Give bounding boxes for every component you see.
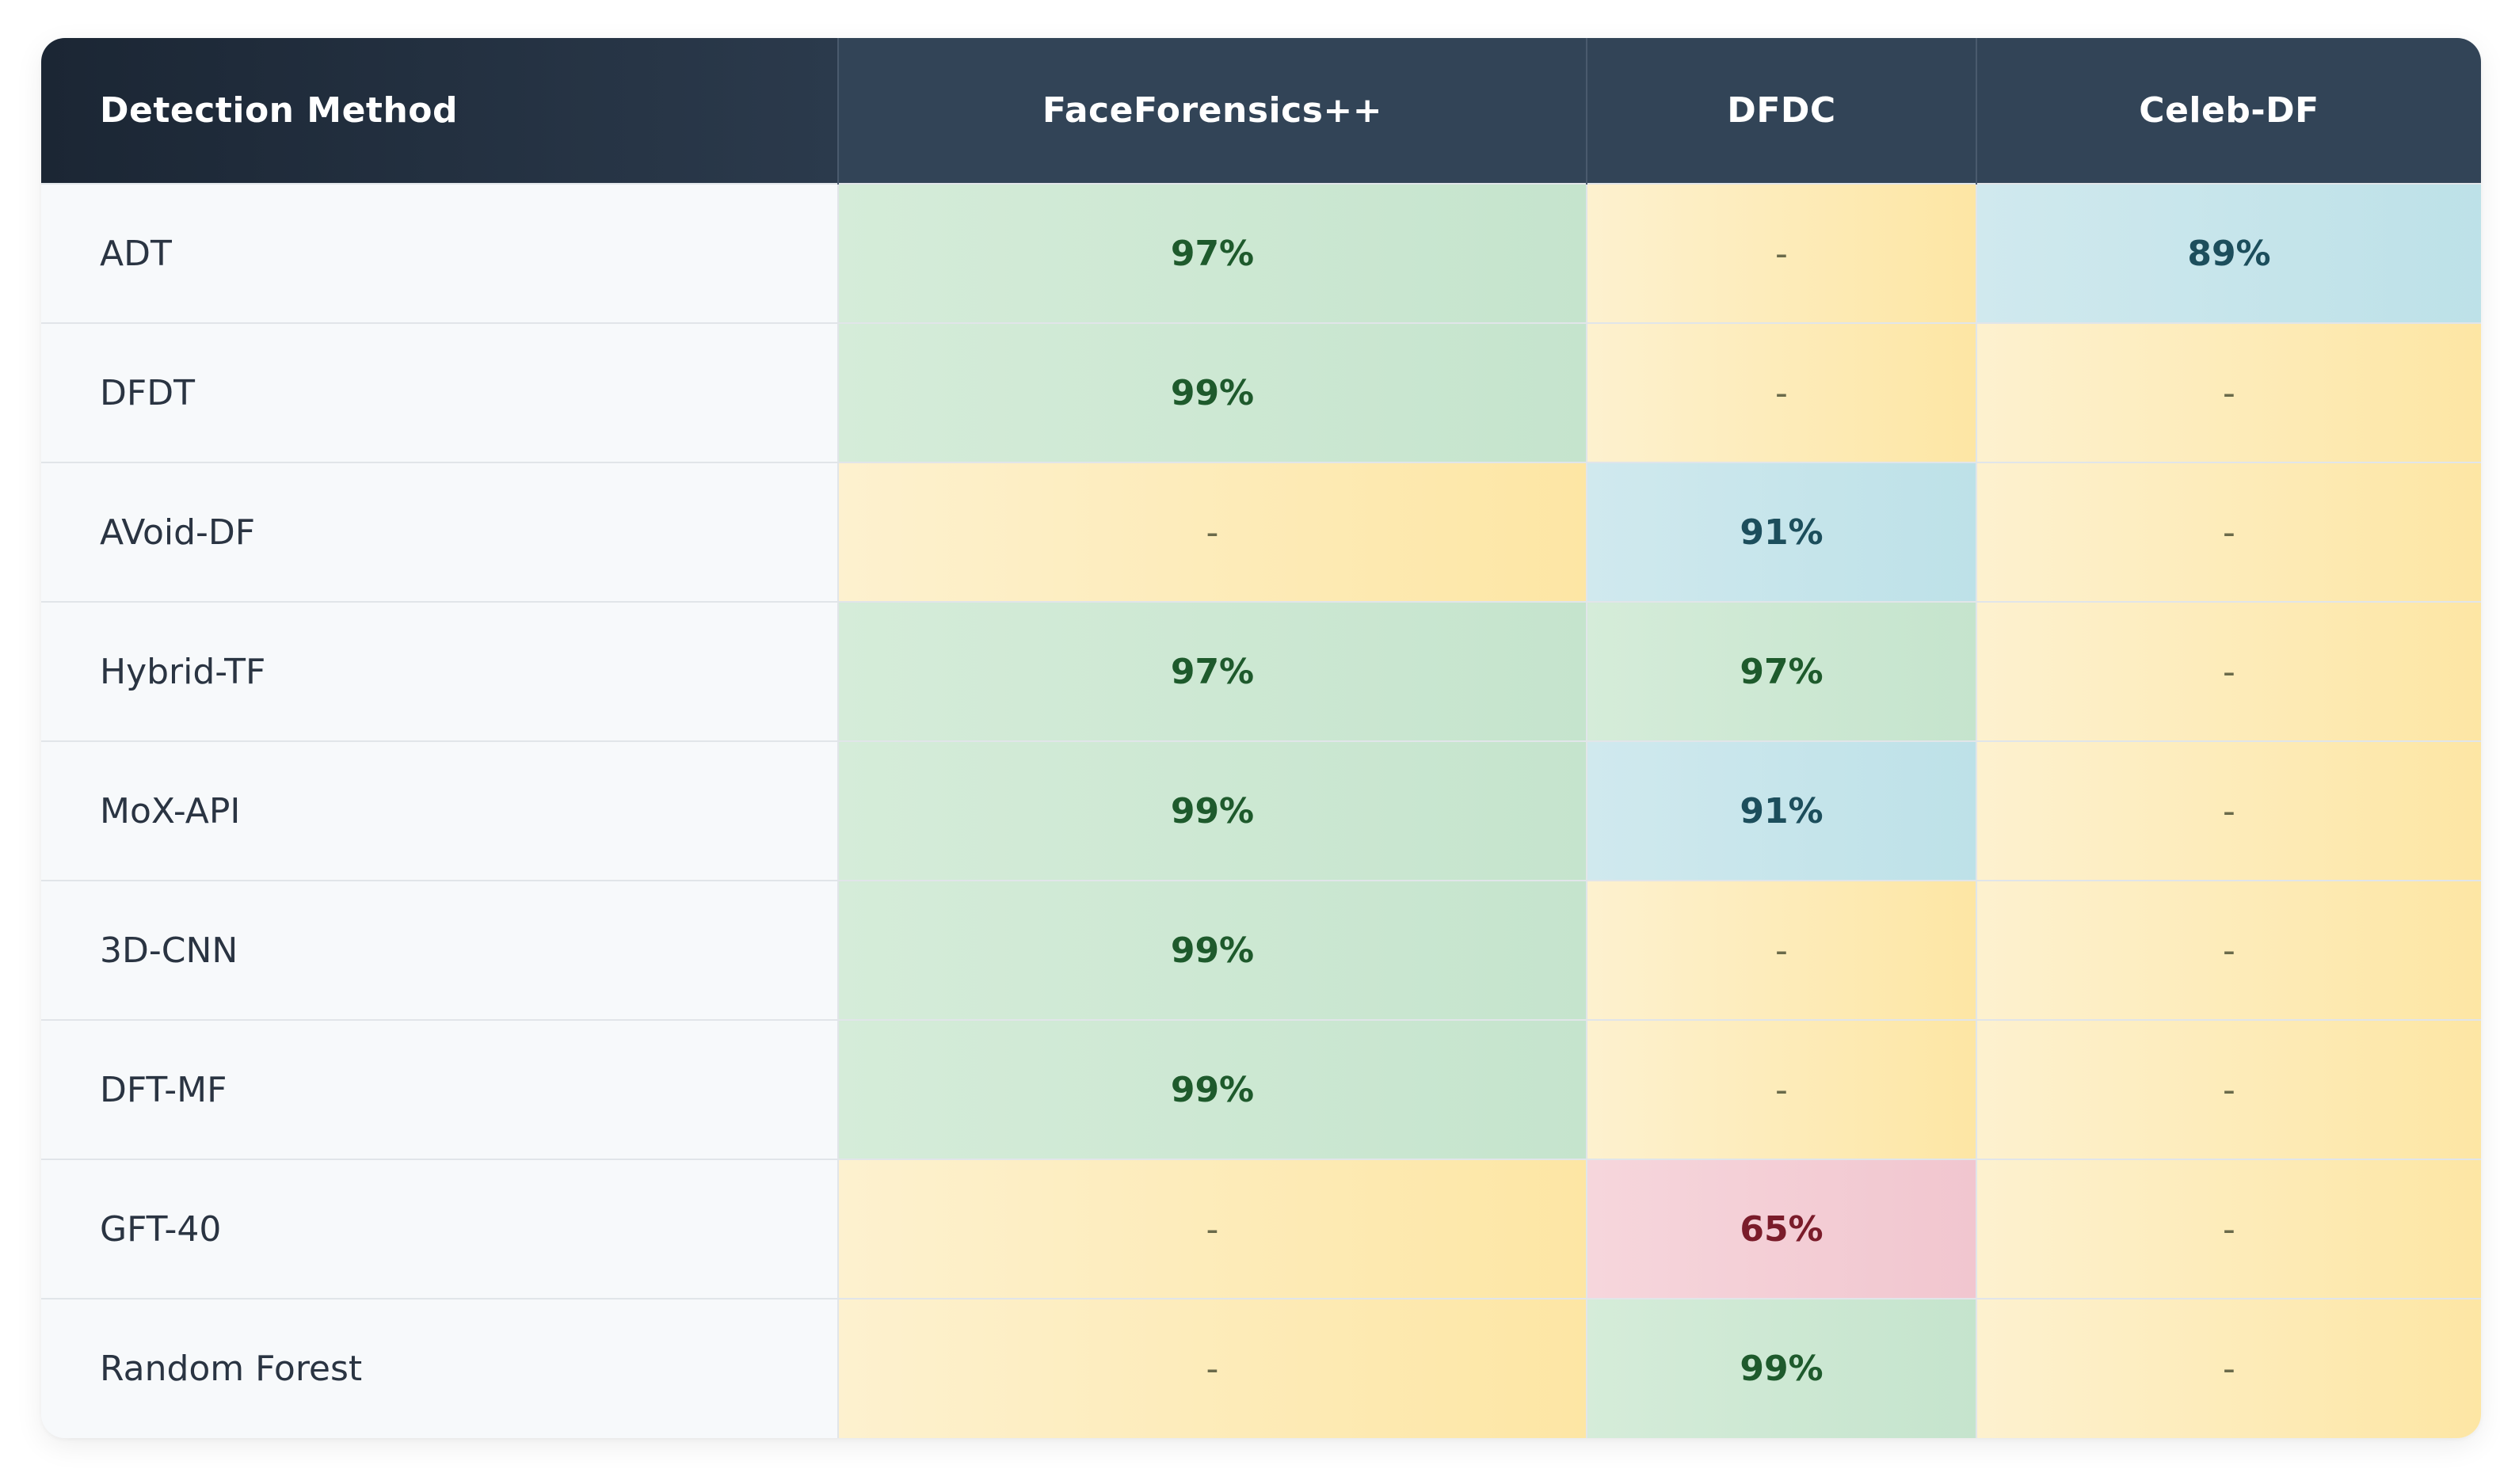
faceforensics-accuracy-cell: 97% [837, 601, 1587, 741]
table-row: 3D-CNN 99% - - [41, 880, 2481, 1020]
column-header-detection-method: Detection Method [41, 38, 838, 184]
celeb-df-accuracy-cell: - [1976, 740, 2481, 881]
celeb-df-accuracy-cell: - [1976, 1019, 2481, 1159]
celeb-df-accuracy-cell: 89% [1976, 183, 2481, 323]
table-row: Random Forest -99% - [41, 1298, 2481, 1438]
method-name-cell: 3D-CNN [41, 880, 838, 1020]
results-table-card: Detection Method FaceForensics++ DFDC Ce… [41, 38, 2481, 1438]
faceforensics-accuracy-cell: - [837, 462, 1587, 602]
faceforensics-accuracy-cell: - [837, 1159, 1587, 1299]
celeb-df-accuracy-cell: - [1976, 1159, 2481, 1299]
method-name-cell: GFT-40 [41, 1159, 838, 1299]
table-row: MoX-API 99% 91% - [41, 740, 2481, 881]
table-body: ADT 97% -89% DFDT 99% - - AVoid-DF -91% - Hybrid-T… [41, 183, 2481, 1438]
dfdc-accuracy-cell: - [1586, 322, 1976, 462]
faceforensics-accuracy-cell: 99% [837, 880, 1587, 1020]
faceforensics-accuracy-cell: 99% [837, 322, 1587, 462]
method-name-cell: Hybrid-TF [41, 601, 838, 741]
celeb-df-accuracy-cell: - [1976, 601, 2481, 741]
method-name-cell: MoX-API [41, 740, 838, 881]
column-header-celeb-df: Celeb-DF [1976, 38, 2481, 184]
method-name-cell: ADT [41, 183, 838, 323]
celeb-df-accuracy-cell: - [1976, 322, 2481, 462]
dfdc-accuracy-cell: 97% [1586, 601, 1976, 741]
dfdc-accuracy-cell: - [1586, 183, 1976, 323]
faceforensics-accuracy-cell: - [837, 1298, 1587, 1438]
table-row: DFT-MF 99% - - [41, 1019, 2481, 1159]
dfdc-accuracy-cell: - [1586, 1019, 1976, 1159]
detection-results-table: Detection Method FaceForensics++ DFDC Ce… [41, 38, 2481, 1438]
dfdc-accuracy-cell: - [1586, 880, 1976, 1020]
faceforensics-accuracy-cell: 99% [837, 1019, 1587, 1159]
dfdc-accuracy-cell: 65% [1586, 1159, 1976, 1299]
table-header: Detection Method FaceForensics++ DFDC Ce… [41, 38, 2481, 184]
table-row: GFT-40-65% - [41, 1159, 2481, 1299]
dfdc-accuracy-cell: 99% [1586, 1298, 1976, 1438]
column-header-dfdc: DFDC [1586, 38, 1976, 184]
celeb-df-accuracy-cell: - [1976, 1298, 2481, 1438]
celeb-df-accuracy-cell: - [1976, 462, 2481, 602]
table-row: AVoid-DF -91% - [41, 462, 2481, 602]
column-header-faceforensics: FaceForensics++ [837, 38, 1587, 184]
faceforensics-accuracy-cell: 99% [837, 740, 1587, 881]
header-row: Detection Method FaceForensics++ DFDC Ce… [41, 38, 2481, 184]
method-name-cell: AVoid-DF [41, 462, 838, 602]
faceforensics-accuracy-cell: 97% [837, 183, 1587, 323]
method-name-cell: DFDT [41, 322, 838, 462]
method-name-cell: DFT-MF [41, 1019, 838, 1159]
dfdc-accuracy-cell: 91% [1586, 740, 1976, 881]
celeb-df-accuracy-cell: - [1976, 880, 2481, 1020]
table-row: ADT 97% -89% [41, 183, 2481, 323]
table-row: Hybrid-TF 97% 97% - [41, 601, 2481, 741]
table-row: DFDT 99% - - [41, 322, 2481, 462]
method-name-cell: Random Forest [41, 1298, 838, 1438]
dfdc-accuracy-cell: 91% [1586, 462, 1976, 602]
